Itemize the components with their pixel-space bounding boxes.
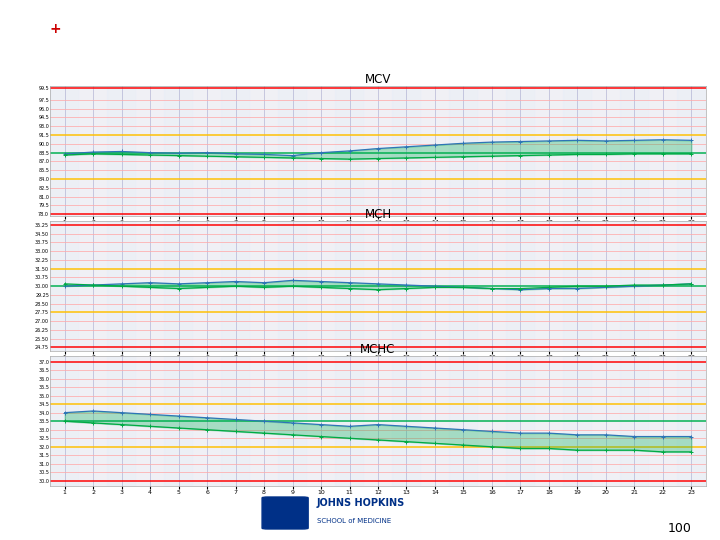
Bar xyxy=(420,356,449,486)
Text: 100: 100 xyxy=(667,522,691,535)
FancyBboxPatch shape xyxy=(262,497,308,529)
Bar xyxy=(164,356,193,486)
Bar xyxy=(649,356,677,486)
Bar xyxy=(250,356,279,486)
Bar xyxy=(477,86,506,216)
Bar xyxy=(193,356,221,486)
Title: MCHC: MCHC xyxy=(360,343,396,356)
Bar xyxy=(477,221,506,351)
Bar xyxy=(392,356,420,486)
Bar xyxy=(336,221,364,351)
Text: SCHOOL of MEDICINE: SCHOOL of MEDICINE xyxy=(317,518,391,524)
Bar xyxy=(677,86,706,216)
Bar xyxy=(592,86,620,216)
Bar xyxy=(279,86,307,216)
Bar xyxy=(50,221,79,351)
Bar xyxy=(193,86,221,216)
Bar xyxy=(136,86,164,216)
Bar xyxy=(164,221,193,351)
Bar xyxy=(420,221,449,351)
Bar xyxy=(336,356,364,486)
Bar xyxy=(535,221,563,351)
Bar xyxy=(107,221,136,351)
Bar xyxy=(364,356,392,486)
Bar xyxy=(279,221,307,351)
Text: JOHNS HOPKINS: JOHNS HOPKINS xyxy=(317,498,405,509)
Bar xyxy=(307,86,336,216)
Bar xyxy=(620,86,649,216)
Bar xyxy=(506,221,535,351)
Bar xyxy=(592,221,620,351)
Bar xyxy=(563,221,592,351)
Bar xyxy=(506,86,535,216)
Title: MCH: MCH xyxy=(364,208,392,221)
Bar xyxy=(164,86,193,216)
Bar xyxy=(392,221,420,351)
Bar xyxy=(221,221,250,351)
Bar xyxy=(107,86,136,216)
Text: Patient Safety Monitoring in International Laboratories (SMILE): Patient Safety Monitoring in Internation… xyxy=(102,26,647,44)
Bar xyxy=(250,86,279,216)
Bar xyxy=(364,221,392,351)
Bar xyxy=(449,356,477,486)
Bar xyxy=(535,356,563,486)
Bar xyxy=(250,221,279,351)
Bar xyxy=(50,356,79,486)
Bar xyxy=(79,86,107,216)
Bar xyxy=(79,356,107,486)
Bar xyxy=(677,221,706,351)
Bar xyxy=(620,221,649,351)
Bar xyxy=(336,86,364,216)
Bar xyxy=(563,356,592,486)
Bar xyxy=(279,356,307,486)
Bar xyxy=(307,221,336,351)
Title: MCV: MCV xyxy=(365,73,391,86)
Bar xyxy=(221,356,250,486)
Bar xyxy=(677,356,706,486)
Bar xyxy=(535,86,563,216)
Bar xyxy=(193,221,221,351)
Bar xyxy=(649,86,677,216)
Bar xyxy=(592,356,620,486)
Bar xyxy=(477,356,506,486)
Bar xyxy=(79,221,107,351)
Text: PSMILE: PSMILE xyxy=(36,56,68,65)
Bar xyxy=(449,221,477,351)
Bar xyxy=(563,86,592,216)
Bar xyxy=(136,221,164,351)
Text: +: + xyxy=(50,23,61,37)
Bar xyxy=(136,356,164,486)
Bar xyxy=(649,221,677,351)
Bar xyxy=(307,356,336,486)
Bar xyxy=(449,86,477,216)
Bar xyxy=(364,86,392,216)
Bar xyxy=(107,356,136,486)
Bar xyxy=(620,356,649,486)
Bar xyxy=(506,356,535,486)
Bar xyxy=(221,86,250,216)
Bar xyxy=(392,86,420,216)
Bar xyxy=(420,86,449,216)
Bar xyxy=(50,86,79,216)
